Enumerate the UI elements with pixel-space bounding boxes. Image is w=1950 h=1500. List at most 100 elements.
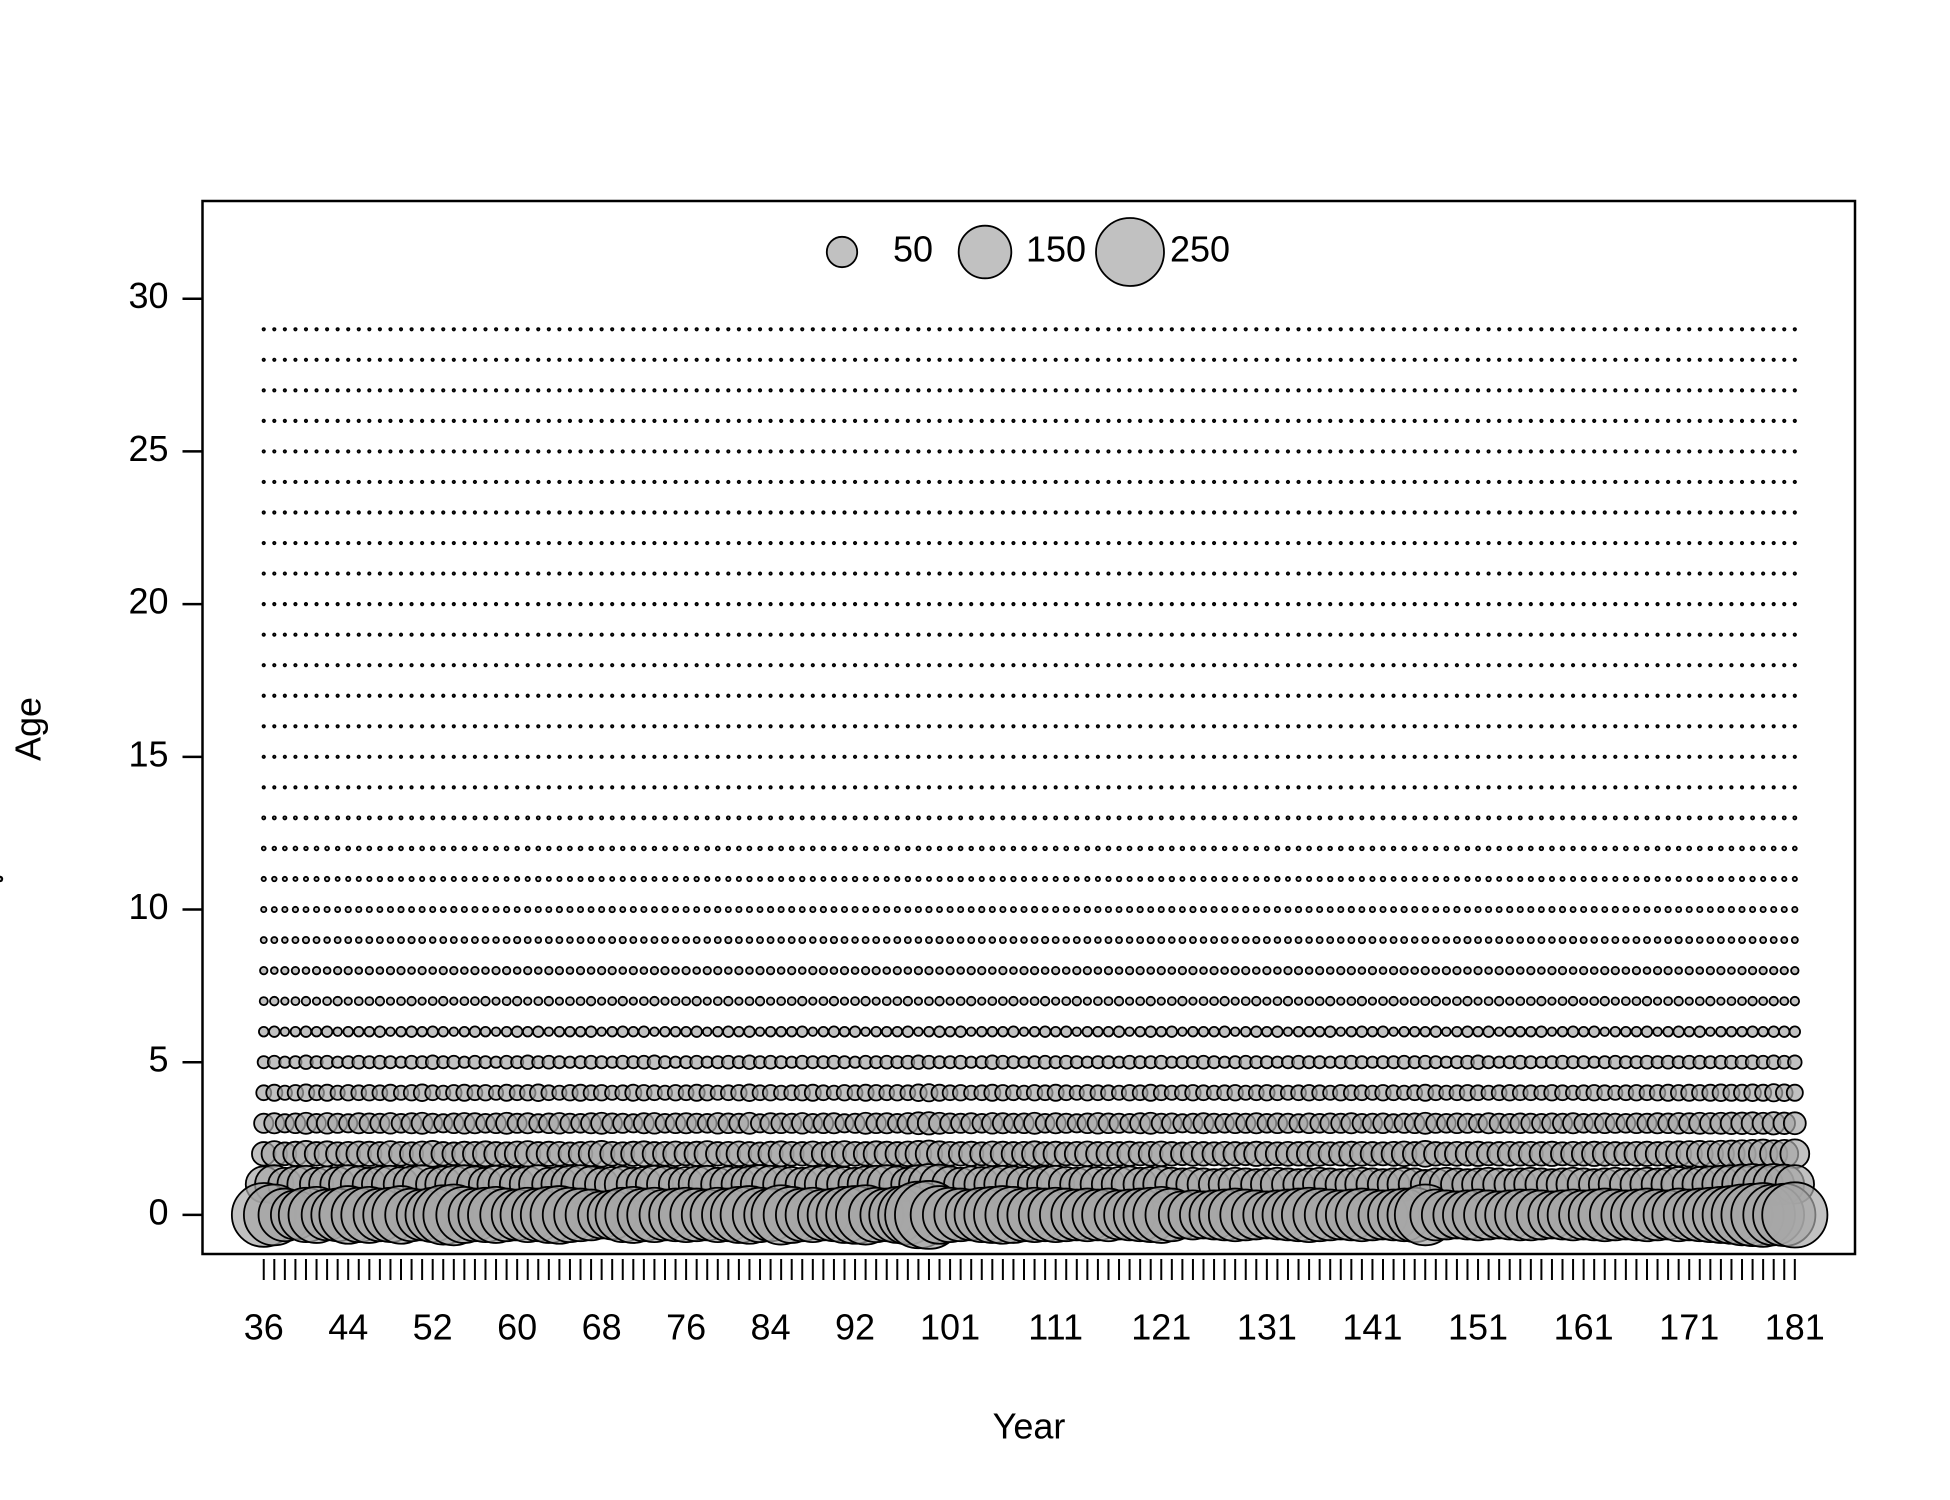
bubble bbox=[926, 815, 932, 821]
bubble bbox=[546, 663, 551, 668]
bubble bbox=[1021, 388, 1027, 393]
y-tick-label: 15 bbox=[128, 733, 168, 774]
bubble bbox=[1779, 965, 1789, 976]
bubble bbox=[1497, 388, 1502, 393]
bubble bbox=[1687, 632, 1692, 637]
bubble bbox=[1032, 663, 1037, 668]
bubble bbox=[842, 449, 847, 454]
bubble bbox=[1038, 1025, 1052, 1038]
bubble bbox=[1423, 724, 1428, 729]
bubble bbox=[1138, 663, 1143, 668]
bubble bbox=[1328, 693, 1333, 698]
bubble bbox=[1211, 388, 1217, 393]
bubble bbox=[863, 357, 868, 362]
bubble bbox=[662, 479, 668, 485]
bubble bbox=[768, 449, 773, 454]
bubble bbox=[979, 571, 984, 576]
bubble bbox=[937, 540, 942, 546]
bubble bbox=[669, 1025, 682, 1038]
bubble bbox=[290, 996, 301, 1007]
bubble bbox=[1655, 388, 1660, 393]
bubble bbox=[301, 935, 311, 945]
bubble bbox=[1549, 479, 1555, 485]
bubble bbox=[736, 571, 741, 576]
bubble bbox=[726, 479, 731, 485]
bubble bbox=[1021, 693, 1027, 698]
bubble bbox=[1433, 815, 1439, 821]
bubble bbox=[641, 724, 646, 729]
bubble bbox=[969, 602, 974, 607]
bubble bbox=[1295, 845, 1302, 852]
bubble bbox=[1399, 965, 1409, 976]
bubble bbox=[979, 663, 984, 668]
bubble bbox=[736, 418, 741, 423]
bubble bbox=[1718, 388, 1723, 393]
bubble bbox=[810, 754, 815, 759]
bubble bbox=[1208, 1025, 1220, 1038]
bubble bbox=[1548, 875, 1556, 883]
bubble bbox=[1349, 479, 1354, 485]
bubble bbox=[1127, 418, 1132, 423]
bubble bbox=[441, 663, 446, 668]
bubble bbox=[842, 479, 847, 485]
bubble bbox=[472, 845, 478, 852]
bubble bbox=[525, 357, 530, 362]
bubble bbox=[1687, 479, 1692, 485]
bubble bbox=[1570, 754, 1576, 759]
bubble bbox=[398, 602, 404, 607]
bubble bbox=[673, 327, 678, 332]
bubble bbox=[1570, 479, 1576, 485]
bubble bbox=[1518, 632, 1523, 637]
bubble bbox=[1623, 571, 1628, 576]
bubble bbox=[1644, 510, 1650, 515]
bubble bbox=[631, 571, 636, 576]
bubble bbox=[535, 815, 541, 821]
bubble bbox=[525, 571, 530, 576]
bubble bbox=[1475, 785, 1481, 790]
bubble bbox=[1609, 1025, 1622, 1038]
bubble bbox=[1000, 602, 1005, 607]
bubble bbox=[588, 540, 594, 546]
bubble bbox=[1190, 388, 1196, 393]
bubble bbox=[1771, 357, 1776, 362]
bubble bbox=[1380, 632, 1386, 637]
bubble bbox=[1201, 724, 1206, 729]
bubble bbox=[978, 875, 985, 883]
bubble bbox=[1770, 845, 1777, 852]
bubble bbox=[905, 663, 910, 668]
bubble bbox=[398, 693, 404, 698]
bubble bbox=[588, 785, 594, 790]
bubble bbox=[1253, 875, 1260, 883]
bubble bbox=[420, 724, 425, 729]
bubble bbox=[712, 1025, 724, 1038]
bubble bbox=[282, 815, 288, 821]
bubble bbox=[1124, 1026, 1135, 1037]
bubble bbox=[1190, 815, 1196, 821]
bubble bbox=[1380, 724, 1386, 729]
bubble bbox=[1644, 357, 1650, 362]
bubble bbox=[1011, 724, 1016, 729]
bubble bbox=[916, 663, 921, 668]
bubble bbox=[1243, 327, 1248, 332]
bubble bbox=[1581, 388, 1586, 393]
bubble bbox=[1465, 724, 1470, 729]
bubble bbox=[451, 815, 457, 821]
bubble bbox=[681, 965, 691, 976]
bubble bbox=[1749, 845, 1756, 852]
bubble bbox=[1518, 357, 1523, 362]
bubble bbox=[1043, 571, 1048, 576]
bubble bbox=[1708, 693, 1713, 698]
bubble bbox=[523, 936, 532, 944]
bubble bbox=[1770, 876, 1777, 882]
bubble bbox=[420, 510, 425, 515]
bubble bbox=[1159, 479, 1164, 485]
bubble bbox=[471, 905, 479, 914]
bubble bbox=[1032, 571, 1037, 576]
bubble bbox=[1708, 327, 1713, 332]
bubble bbox=[1285, 602, 1291, 607]
bubble bbox=[1199, 936, 1208, 944]
bubble bbox=[1528, 571, 1533, 576]
bubble bbox=[1400, 936, 1409, 944]
bubble bbox=[1116, 357, 1122, 362]
bubble bbox=[1548, 936, 1556, 944]
